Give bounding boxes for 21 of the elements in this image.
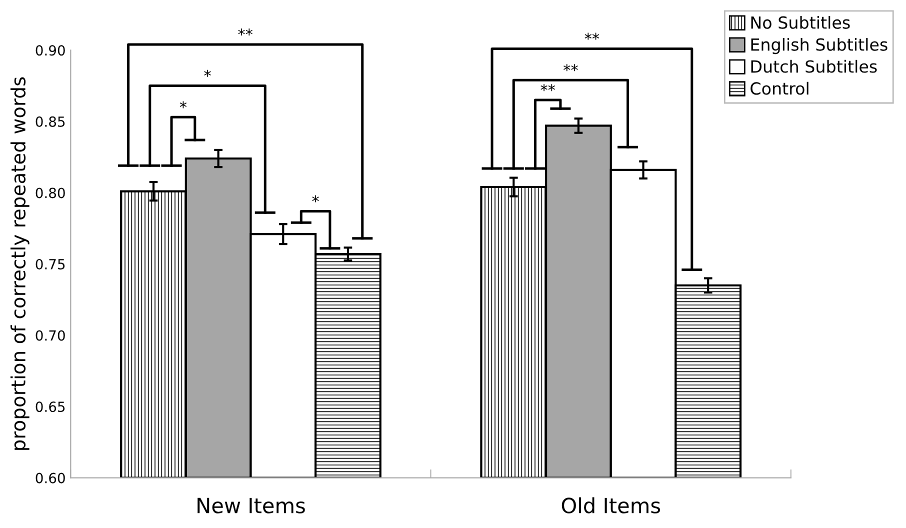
legend-label: English Subtitles <box>751 38 888 54</box>
y-tick-label: 0.60 <box>36 472 65 484</box>
annotation: * <box>312 195 319 202</box>
x-tick-label: Old Items <box>562 497 660 514</box>
y-tick-label: 0.90 <box>36 45 65 56</box>
y-tick-label: 0.80 <box>36 188 65 198</box>
y-tick-label: 0.75 <box>36 258 65 270</box>
y-tick-label: 0.65 <box>36 402 65 412</box>
y-axis-title: proportion of correctly repeated words <box>10 77 30 450</box>
x-tick-label: New Items <box>198 498 305 514</box>
annotation: * <box>180 101 187 108</box>
text: ** <box>584 32 600 40</box>
legend-label: Control <box>750 82 808 95</box>
annotation: * <box>204 70 211 77</box>
y-tick-label: 0.70 <box>36 330 65 341</box>
annotation: ** <box>540 84 556 92</box>
text: ** <box>238 28 253 36</box>
y-tick-label: 0.85 <box>36 116 65 127</box>
annotation: ** <box>564 64 578 72</box>
legend-label: Dutch Subtitles <box>751 60 877 73</box>
legend-label: No Subtitles <box>751 16 850 29</box>
